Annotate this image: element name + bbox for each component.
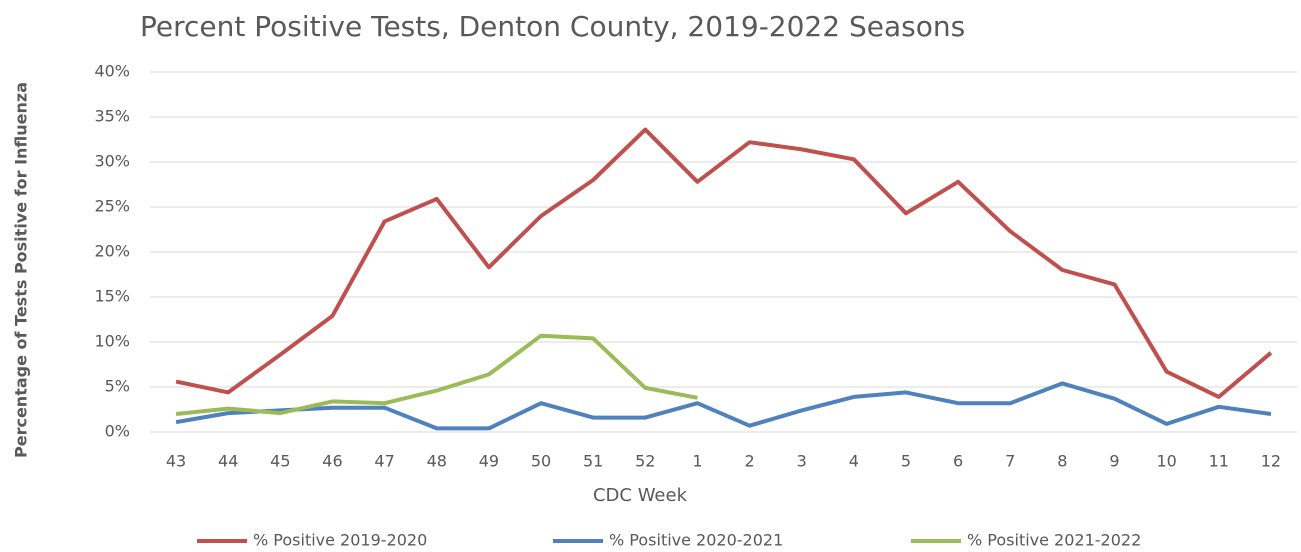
y-tick-label: 30% xyxy=(94,152,130,171)
chart-title: Percent Positive Tests, Denton County, 2… xyxy=(140,10,965,43)
y-tick-label: 0% xyxy=(105,422,130,441)
x-tick-label: 9 xyxy=(1109,452,1119,471)
x-tick-label: 11 xyxy=(1209,452,1229,471)
y-tick-label: 5% xyxy=(105,377,130,396)
y-tick-label: 40% xyxy=(94,62,130,81)
x-tick-label: 3 xyxy=(797,452,807,471)
y-tick-label: 15% xyxy=(94,287,130,306)
y-tick-label: 35% xyxy=(94,107,130,126)
x-tick-label: 8 xyxy=(1057,452,1067,471)
legend-label: % Positive 2020-2021 xyxy=(609,531,783,550)
x-tick-label: 43 xyxy=(166,452,186,471)
legend-label: % Positive 2021-2022 xyxy=(967,531,1141,550)
x-axis-label: CDC Week xyxy=(593,485,688,506)
x-tick-label: 2 xyxy=(744,452,754,471)
x-tick-label: 1 xyxy=(692,452,702,471)
x-tick-label: 47 xyxy=(374,452,394,471)
y-tick-label: 10% xyxy=(94,332,130,351)
y-tick-label: 25% xyxy=(94,197,130,216)
x-tick-label: 12 xyxy=(1261,452,1281,471)
x-tick-label: 50 xyxy=(531,452,551,471)
y-tick-label: 20% xyxy=(94,242,130,261)
x-tick-label: 44 xyxy=(218,452,238,471)
x-tick-label: 7 xyxy=(1005,452,1015,471)
x-tick-label: 10 xyxy=(1156,452,1176,471)
legend-label: % Positive 2019-2020 xyxy=(253,531,427,550)
x-tick-label: 5 xyxy=(901,452,911,471)
series-line xyxy=(175,333,698,416)
x-tick-label: 45 xyxy=(270,452,290,471)
x-tick-label: 52 xyxy=(635,452,655,471)
series-line xyxy=(175,381,1272,431)
y-axis-label: Percentage of Tests Positive for Influen… xyxy=(12,82,31,458)
x-tick-label: 51 xyxy=(583,452,603,471)
x-tick-label: 48 xyxy=(427,452,447,471)
x-tick-label: 49 xyxy=(479,452,499,471)
x-tick-label: 4 xyxy=(849,452,859,471)
series-line xyxy=(175,127,1273,399)
x-tick-label: 46 xyxy=(322,452,342,471)
x-tick-label: 6 xyxy=(953,452,963,471)
